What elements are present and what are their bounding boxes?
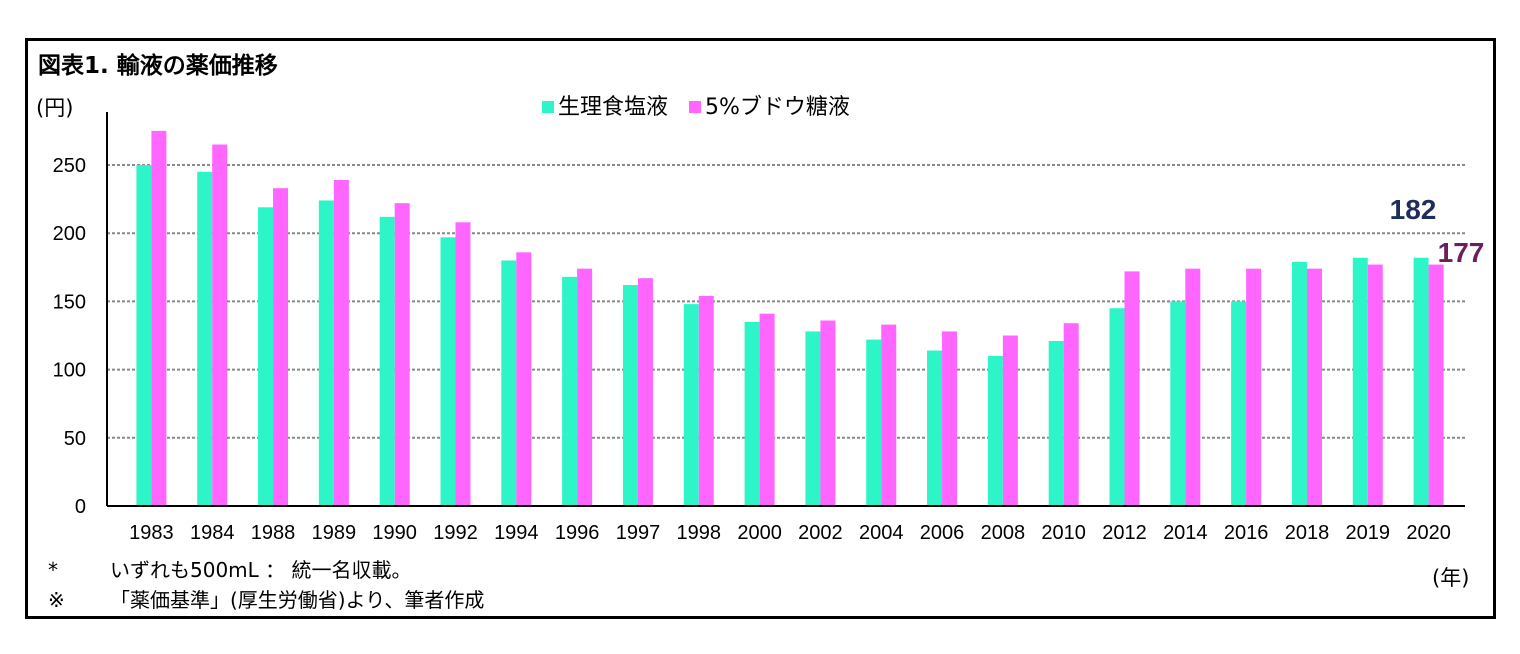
x-tick-label: 2016 — [1224, 522, 1269, 544]
chart-title: 図表1. 輸液の薬価推移 — [38, 53, 278, 79]
x-tick-label: 2019 — [1346, 522, 1391, 544]
x-tick-label: 2010 — [1041, 522, 1086, 544]
bar-saline — [379, 216, 395, 506]
legend-swatch-glucose — [689, 101, 702, 113]
bar-saline — [1109, 308, 1125, 506]
footnote-1: * いずれも500mL ： 統一名収載。 — [48, 554, 412, 583]
bar-glucose — [1124, 271, 1140, 506]
footnote-1-text: いずれも500mL ： 統一名収載。 — [110, 558, 412, 582]
callout-saline-2020: 182 — [1390, 194, 1437, 225]
x-tick-label: 2008 — [981, 522, 1026, 544]
bar-glucose — [1306, 268, 1322, 506]
x-tick-label: 1983 — [129, 522, 174, 544]
footnote-1-mark: * — [48, 558, 58, 582]
footnote-2-text: 「薬価基準」(厚生労働省)より、筆者作成 — [110, 588, 485, 612]
y-tick-label: 0 — [75, 496, 86, 518]
x-tick-label: 2000 — [737, 522, 782, 544]
x-tick-label: 2014 — [1163, 522, 1208, 544]
x-tick-label: 2004 — [859, 522, 904, 544]
bar-saline — [258, 207, 274, 506]
x-tick-label: 2018 — [1285, 522, 1330, 544]
bar-glucose — [212, 144, 228, 507]
bar-saline — [622, 285, 638, 506]
bar-glucose — [881, 324, 897, 506]
x-tick-label: 1997 — [616, 522, 661, 544]
bar-glucose — [1063, 323, 1079, 506]
bar-saline — [683, 304, 699, 506]
x-tick-label: 1994 — [494, 522, 539, 544]
bar-saline — [440, 237, 456, 507]
bar-glucose — [455, 222, 471, 506]
bar-saline — [1231, 301, 1247, 506]
x-axis-unit: (年) — [1432, 566, 1470, 590]
x-tick-label: 1989 — [312, 522, 357, 544]
x-tick-label: 1990 — [372, 522, 417, 544]
x-tick-label: 2020 — [1406, 522, 1451, 544]
x-tick-label: 1984 — [190, 522, 235, 544]
x-tick-label: 2012 — [1102, 522, 1147, 544]
bar-saline — [562, 276, 578, 506]
bar-saline — [866, 339, 882, 506]
y-tick-label: 100 — [53, 360, 86, 382]
bar-saline — [927, 350, 943, 506]
bar-glucose — [942, 331, 958, 506]
bar-glucose — [759, 313, 775, 506]
y-tick-label: 200 — [53, 223, 86, 245]
bar-glucose — [1246, 268, 1262, 506]
x-tick-label: 1998 — [677, 522, 722, 544]
bar-saline — [1352, 257, 1368, 506]
bar-saline — [744, 321, 760, 506]
bar-glucose — [577, 268, 593, 506]
chart-frame — [25, 38, 1496, 619]
bar-saline — [1048, 340, 1064, 506]
bar-glucose — [151, 130, 167, 506]
bar-glucose — [637, 278, 653, 506]
bar-glucose — [273, 188, 289, 507]
footnote-2-mark: ※ — [48, 588, 65, 612]
x-tick-label: 2006 — [920, 522, 965, 544]
bar-saline — [501, 260, 517, 506]
bar-saline — [318, 200, 334, 507]
bar-saline — [1291, 261, 1307, 506]
y-tick-label: 150 — [53, 291, 86, 313]
bar-glucose — [333, 180, 349, 506]
bar-glucose — [1367, 264, 1383, 506]
legend-item-saline: 生理食塩液 — [542, 89, 668, 121]
legend-item-glucose: 5%ブドウ糖液 — [689, 89, 850, 121]
bar-glucose — [1428, 264, 1444, 506]
x-tick-label: 1988 — [251, 522, 296, 544]
bar-glucose — [698, 295, 714, 506]
bar-saline — [987, 355, 1003, 506]
bar-glucose — [394, 203, 410, 506]
y-tick-label: 50 — [64, 428, 86, 450]
bar-glucose — [820, 320, 836, 506]
bar-glucose — [1185, 268, 1201, 506]
bar-saline — [1170, 301, 1186, 506]
y-axis-unit: (円) — [36, 96, 74, 120]
x-tick-label: 1992 — [433, 522, 478, 544]
callout-glucose-2020: 177 — [1438, 237, 1485, 268]
footnote-2: ※ 「薬価基準」(厚生労働省)より、筆者作成 — [48, 584, 484, 613]
bar-glucose — [516, 252, 532, 506]
y-tick-label: 250 — [53, 155, 86, 177]
bar-glucose — [1002, 335, 1018, 506]
legend-swatch-saline — [542, 101, 554, 113]
legend-label-glucose: 5%ブドウ糖液 — [705, 95, 850, 120]
x-tick-label: 2002 — [798, 522, 843, 544]
x-tick-label: 1996 — [555, 522, 600, 544]
bar-saline — [805, 331, 821, 506]
legend: 生理食塩液 5%ブドウ糖液 — [542, 89, 864, 121]
bar-saline — [197, 171, 213, 506]
bar-saline — [1413, 257, 1429, 506]
legend-label-saline: 生理食塩液 — [558, 95, 669, 120]
bar-saline — [136, 165, 152, 506]
